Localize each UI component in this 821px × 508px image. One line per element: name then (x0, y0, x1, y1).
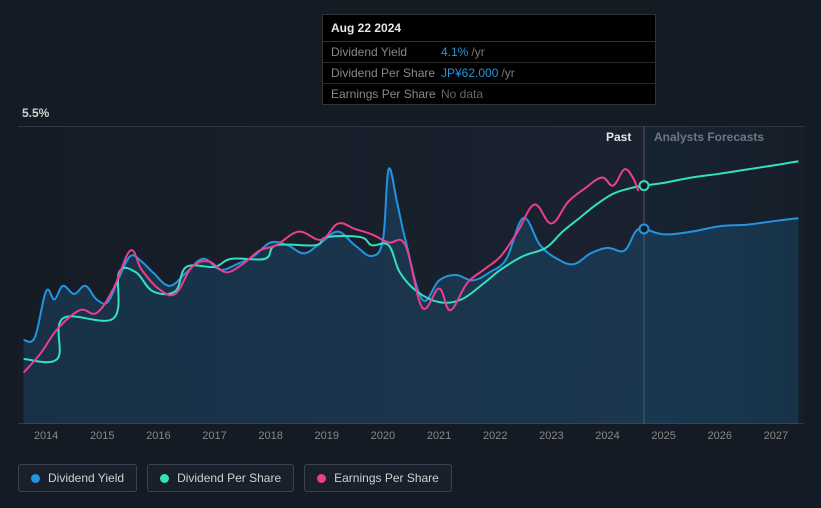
tooltip-row: Dividend Yield4.1%/yr (323, 42, 655, 63)
dividend-yield-area (24, 168, 799, 424)
tooltip-row: Dividend Per ShareJP¥62.000/yr (323, 63, 655, 84)
tooltip-row-unit: /yr (471, 45, 484, 59)
legend-label: Dividend Yield (48, 471, 124, 485)
x-axis-tick: 2019 (315, 430, 339, 442)
legend-dot-icon (317, 474, 326, 483)
chart-tooltip: Aug 22 2024 Dividend Yield4.1%/yrDividen… (322, 14, 656, 105)
legend-dot-icon (31, 474, 40, 483)
x-axis-tick: 2023 (539, 430, 563, 442)
x-axis-tick: 2024 (595, 430, 619, 442)
x-axis-tick: 2014 (34, 430, 58, 442)
tooltip-row: Earnings Per ShareNo data (323, 84, 655, 104)
legend-label: Earnings Per Share (334, 471, 439, 485)
legend-item-dividend-per-share[interactable]: Dividend Per Share (147, 464, 294, 492)
x-axis-tick: 2016 (146, 430, 170, 442)
y-axis-max-label: 5.5% (22, 106, 49, 120)
chart-svg (18, 126, 804, 424)
tooltip-row-nodata: No data (441, 87, 483, 101)
tooltip-row-unit: /yr (501, 66, 514, 80)
x-axis-tick: 2017 (202, 430, 226, 442)
legend-item-dividend-yield[interactable]: Dividend Yield (18, 464, 137, 492)
legend-label: Dividend Per Share (177, 471, 281, 485)
tooltip-row-label: Earnings Per Share (331, 87, 441, 101)
dividend-per-share-marker (639, 181, 648, 190)
tooltip-date: Aug 22 2024 (323, 15, 655, 42)
x-axis-tick: 2022 (483, 430, 507, 442)
x-axis-ticks: 2014 2015 2016 2017 2018 2019 2020 2021 2022 2023… (18, 430, 804, 446)
chart-legend: Dividend Yield Dividend Per Share Earnings… (18, 464, 452, 492)
dividend-yield-marker (639, 224, 648, 233)
x-axis-tick: 2018 (258, 430, 282, 442)
x-axis-tick: 2026 (708, 430, 732, 442)
legend-dot-icon (160, 474, 169, 483)
legend-item-earnings-per-share[interactable]: Earnings Per Share (304, 464, 452, 492)
x-axis-tick: 2027 (764, 430, 788, 442)
x-axis-tick: 2020 (371, 430, 395, 442)
x-axis-tick: 2015 (90, 430, 114, 442)
tooltip-row-label: Dividend Per Share (331, 66, 441, 80)
tooltip-row-value: 4.1% (441, 45, 468, 59)
x-axis-tick: 2025 (651, 430, 675, 442)
tooltip-row-value: JP¥62.000 (441, 66, 498, 80)
tooltip-row-label: Dividend Yield (331, 45, 441, 59)
x-axis-tick: 2021 (427, 430, 451, 442)
chart-plot-area[interactable]: Past Analysts Forecasts (18, 126, 804, 424)
